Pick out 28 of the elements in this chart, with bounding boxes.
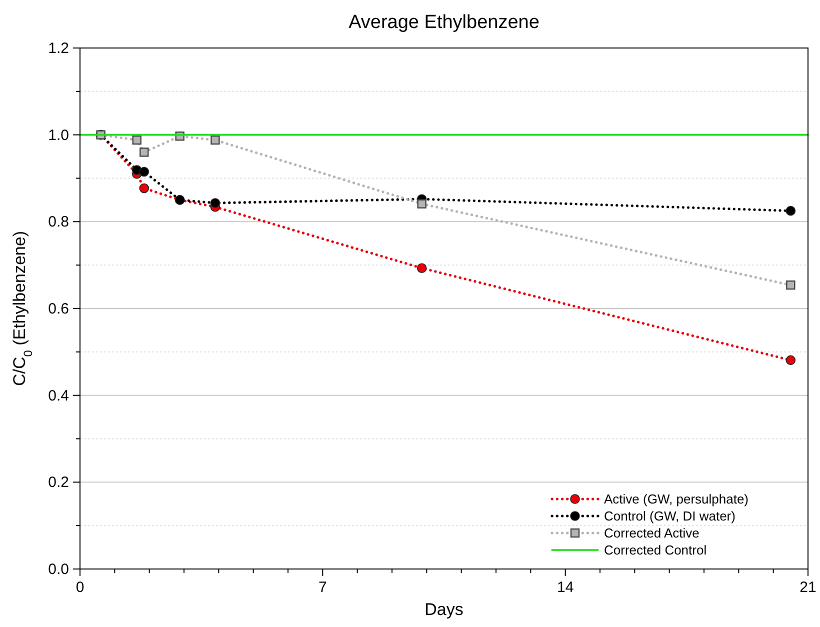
chart-title: Average Ethylbenzene	[348, 12, 540, 33]
y-tick-label: 0.2	[48, 474, 69, 492]
y-tick-label: 0.4	[48, 387, 69, 404]
point	[786, 206, 796, 216]
point	[132, 135, 142, 145]
point	[786, 280, 796, 290]
y-tick-label: 0.6	[48, 300, 69, 318]
y-tick-label: 1.2	[48, 40, 69, 57]
point	[140, 148, 149, 157]
legend-label: Control (GW, DI water)	[604, 508, 736, 524]
legend-label: Corrected Control	[604, 542, 707, 558]
x-tick-label: 21	[800, 579, 816, 596]
x-axis-title: Days	[424, 600, 464, 619]
point	[417, 199, 426, 208]
x-tick-label: 0	[76, 579, 84, 596]
legend-label: Active (GW, persulphate)	[604, 492, 748, 506]
y-tick-label: 0.8	[48, 214, 69, 231]
y-tick-label: 0.0	[48, 561, 69, 578]
point	[416, 263, 427, 274]
point	[786, 355, 796, 366]
x-tick-label: 7	[318, 579, 327, 596]
y-tick-label: 1.0	[48, 126, 69, 144]
legend-label: Corrected Active	[604, 526, 700, 540]
point	[139, 166, 150, 177]
point	[210, 198, 220, 208]
point	[210, 135, 220, 145]
point	[139, 183, 150, 194]
x-tick-label: 14	[556, 579, 574, 596]
